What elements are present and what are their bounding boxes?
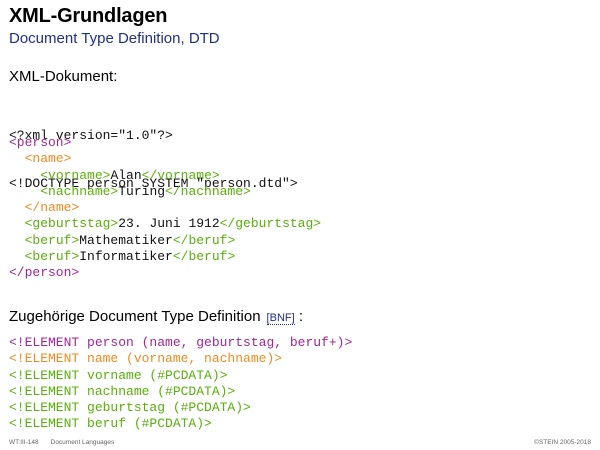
- dtd-section-heading: Zugehörige Document Type Definition [BNF]…: [9, 308, 303, 325]
- dtd-heading-text: Zugehörige Document Type Definition: [9, 308, 261, 325]
- xml-body: <person> <name> <vorname>Alan</vorname> …: [9, 135, 321, 282]
- xml-open-tag: <geburtstag>: [24, 216, 119, 232]
- xml-open-tag: </name>: [24, 200, 80, 216]
- xml-text-content: Alan: [110, 167, 142, 183]
- xml-open-tag: <person>: [9, 135, 72, 150]
- xml-text-content: Turing: [118, 183, 166, 199]
- xml-line: <beruf>Mathematiker</beruf>: [9, 233, 321, 249]
- xml-close-tag: </beruf>: [172, 232, 236, 248]
- slide-title: XML-Grundlagen: [9, 5, 168, 27]
- xml-line: <name>: [9, 151, 321, 167]
- dtd-element-line: <!ELEMENT beruf (#PCDATA)>: [9, 416, 212, 432]
- dtd-element-line: <!ELEMENT vorname (#PCDATA)>: [9, 367, 228, 383]
- xml-open-tag: </person>: [9, 265, 80, 281]
- footer-course: Document Languages: [50, 439, 115, 446]
- dtd-element-line: <!ELEMENT name (vorname, nachname)>: [9, 351, 283, 367]
- footer-copyright: ©STEIN 2005-2018: [534, 439, 591, 446]
- dtd-element-line: <!ELEMENT person (name, geburtstag, beru…: [9, 335, 353, 350]
- xml-line: <geburtstag>23. Juni 1912</geburtstag>: [9, 216, 321, 232]
- xml-close-tag: </vorname>: [141, 167, 220, 183]
- xml-line: </person>: [9, 265, 321, 281]
- xml-close-tag: </geburtstag>: [219, 216, 322, 232]
- xml-close-tag: </beruf>: [172, 249, 236, 265]
- xml-text-content: Mathematiker: [79, 232, 173, 248]
- xml-open-tag: <beruf>: [24, 249, 80, 265]
- slide-subtitle: Document Type Definition, DTD: [9, 30, 220, 47]
- xml-open-tag: <vorname>: [40, 167, 111, 183]
- xml-line: <vorname>Alan</vorname>: [9, 168, 321, 184]
- dtd-element-line: <!ELEMENT geburtstag (#PCDATA)>: [9, 400, 251, 416]
- dtd-element-line: <!ELEMENT nachname (#PCDATA)>: [9, 383, 236, 399]
- xml-section-heading: XML-Dokument:: [9, 68, 118, 85]
- xml-close-tag: </nachname>: [165, 183, 251, 199]
- footer-slide-id: WT:III-148: [9, 439, 39, 446]
- xml-line: <nachname>Turing</nachname>: [9, 184, 321, 200]
- footer-left: WT:III-148 Document Languages: [9, 439, 114, 446]
- xml-line: </name>: [9, 200, 321, 216]
- xml-text-content: Informatiker: [79, 249, 173, 265]
- xml-open-tag: <beruf>: [24, 232, 80, 248]
- xml-open-tag: <name>: [24, 151, 72, 167]
- xml-line: <person>: [9, 135, 321, 151]
- xml-declaration-line: <?xml version="1.0"?>: [9, 127, 173, 143]
- xml-text-content: 23. Juni 1912: [118, 216, 220, 232]
- dtd-code: <!ELEMENT person (name, geburtstag, beru…: [9, 335, 352, 433]
- xml-open-tag: <nachname>: [40, 183, 119, 199]
- xml-line: <beruf>Informatiker</beruf>: [9, 249, 321, 265]
- xml-prolog: <?xml version="1.0"?> <!DOCTYPE person S…: [9, 95, 298, 209]
- dtd-heading-colon: :: [298, 308, 304, 325]
- bnf-link[interactable]: [BNF]: [266, 312, 295, 325]
- doctype-line: <!DOCTYPE person SYSTEM "person.dtd">: [9, 176, 298, 192]
